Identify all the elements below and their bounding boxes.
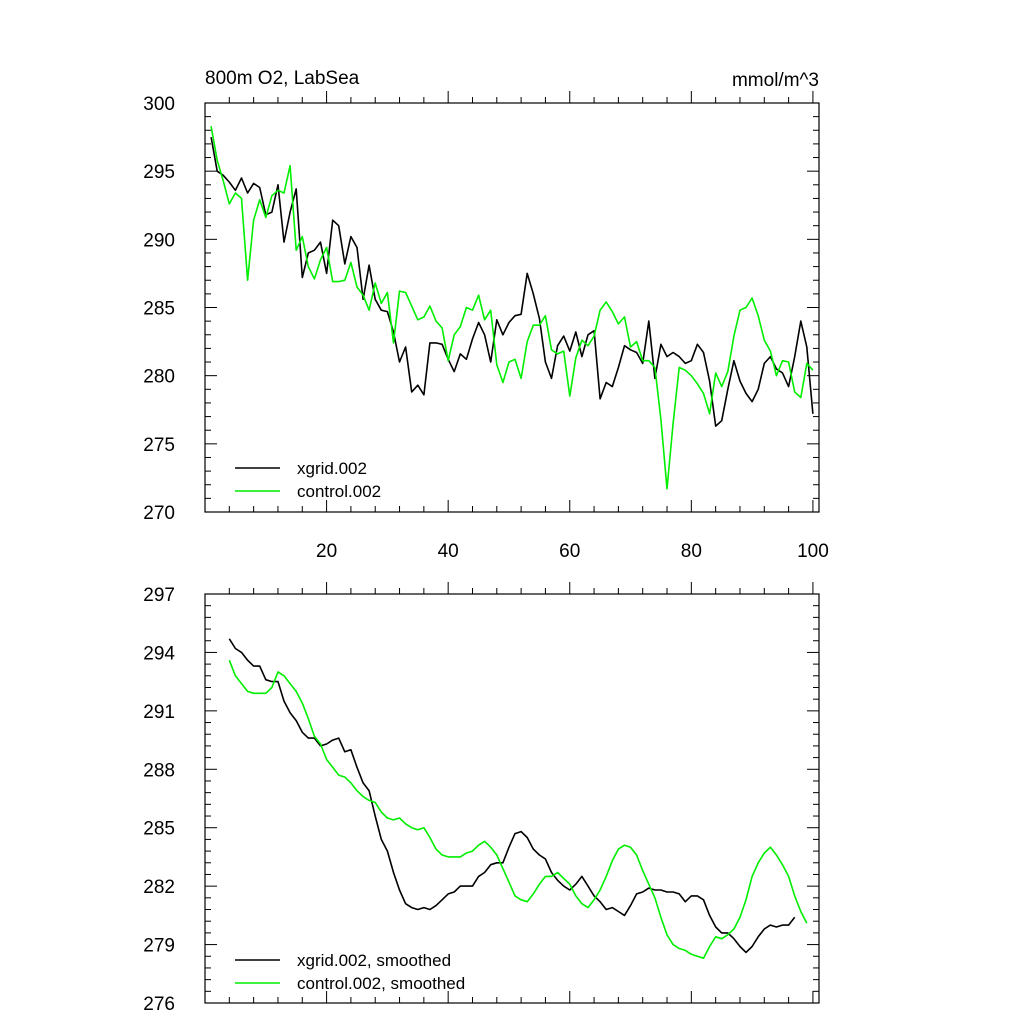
- bottom-ticks: 276 279 282 285 288 291 294 297: [143, 582, 819, 1015]
- bottom-ytick-label: 276: [143, 994, 175, 1015]
- legend-label-xgrid-smoothed: xgrid.002, smoothed: [297, 951, 451, 970]
- bottom-ytick-label: 294: [143, 643, 175, 664]
- top-xtick-label: 80: [681, 541, 702, 562]
- top-legend: xgrid.002 control.002: [235, 459, 381, 501]
- top-ytick-label: 270: [143, 503, 175, 524]
- top-series-line-xgrid: [210, 136, 814, 427]
- bottom-series-line-control: [228, 659, 808, 960]
- bottom-plot-frame: [204, 593, 820, 1004]
- top-xtick-label: 100: [797, 541, 829, 562]
- top-ytick-label: 295: [143, 162, 175, 183]
- legend-label-control-smoothed: control.002, smoothed: [297, 974, 465, 993]
- top-title-left: 800m O2, LabSea: [205, 68, 360, 89]
- bottom-ytick-label: 285: [143, 819, 175, 840]
- top-plot-frame: [204, 102, 820, 513]
- top-series-group: [210, 126, 814, 490]
- legend-label-xgrid: xgrid.002: [297, 459, 367, 478]
- bottom-series-line-xgrid: [228, 638, 796, 954]
- bottom-series-group: [228, 638, 808, 960]
- top-ytick-label: 275: [143, 435, 175, 456]
- top-xtick-label: 40: [438, 541, 459, 562]
- top-ticks: 270 275 280 285 290 295 300 20 40 60 80 100: [143, 91, 829, 562]
- top-xtick-label: 60: [559, 541, 580, 562]
- top-series-line-control: [210, 126, 814, 490]
- top-ytick-label: 300: [143, 94, 175, 115]
- top-ytick-label: 285: [143, 299, 175, 320]
- legend-label-control: control.002: [297, 482, 381, 501]
- top-ytick-label: 290: [143, 230, 175, 251]
- bottom-legend: xgrid.002, smoothed control.002, smoothe…: [235, 951, 465, 993]
- bottom-ytick-label: 291: [143, 702, 175, 723]
- bottom-chart: 276 279 282 285 288 291 294 297 xgrid.002, smoo…: [143, 582, 820, 1015]
- top-chart: 270 275 280 285 290 295 300 20 40 60 80 100 800m O2…: [143, 68, 828, 562]
- top-ytick-label: 280: [143, 367, 175, 388]
- bottom-ytick-label: 282: [143, 877, 175, 898]
- top-xtick-label: 20: [316, 541, 337, 562]
- top-title-right: mmol/m^3: [732, 70, 819, 91]
- bottom-ytick-label: 279: [143, 936, 175, 957]
- bottom-ytick-label: 297: [143, 585, 175, 606]
- bottom-ytick-label: 288: [143, 760, 175, 781]
